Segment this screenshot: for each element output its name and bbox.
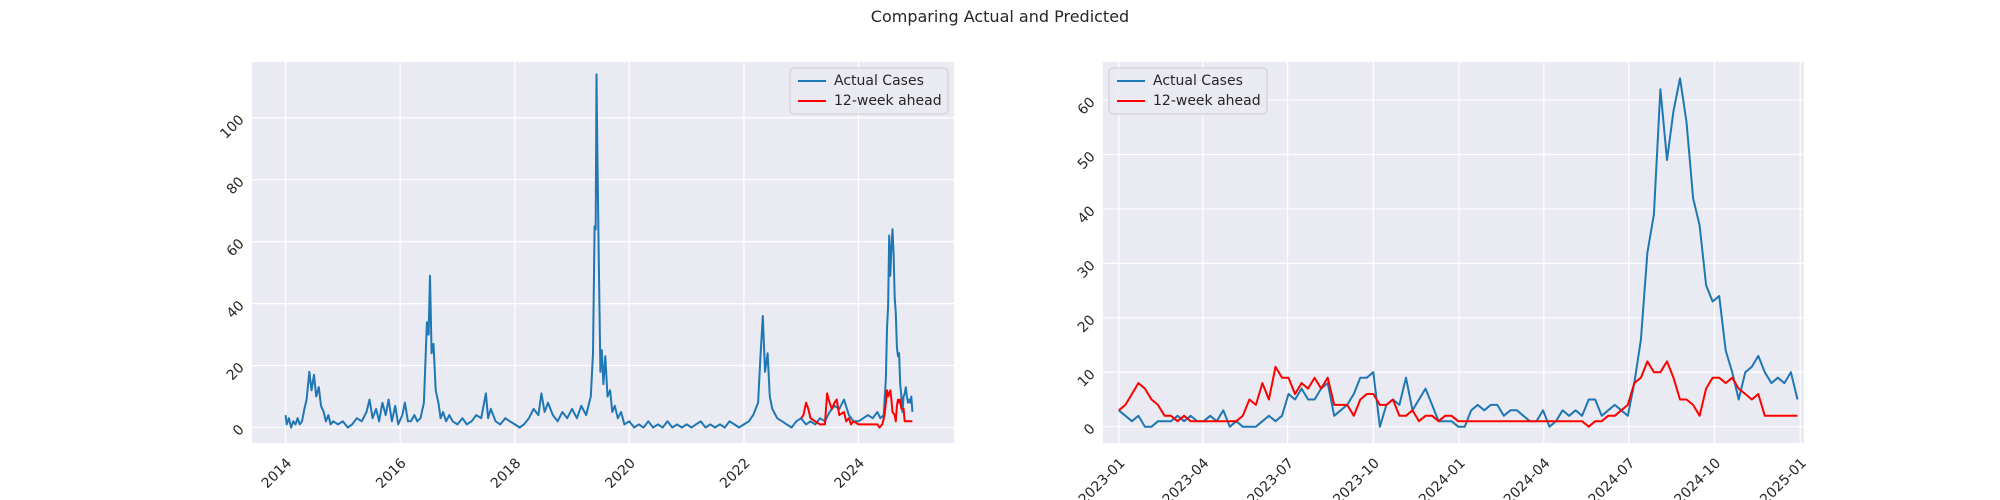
legend: Actual Cases 12-week ahead <box>789 67 949 115</box>
x-tick-label: 2023-10 <box>1330 455 1383 500</box>
x-tick-label: 2018 <box>488 455 525 492</box>
x-tick-label: 2023-07 <box>1245 455 1298 500</box>
series-line-predicted <box>1118 360 1798 428</box>
legend-box <box>789 67 949 115</box>
x-tick-label: 2020 <box>602 455 639 492</box>
legend-box <box>1108 67 1268 115</box>
x-tick-label: 2024-04 <box>1501 455 1554 500</box>
y-tick-label: 20 <box>224 360 248 384</box>
x-tick-label: 2025-01 <box>1757 455 1810 500</box>
x-tick-label: 2014 <box>259 455 296 492</box>
y-tick-label: 20 <box>1075 312 1099 336</box>
y-tick-label: 10 <box>1075 367 1099 391</box>
y-tick-label: 60 <box>224 236 248 260</box>
x-tick-label: 2023-01 <box>1076 455 1129 500</box>
y-tick-label: 60 <box>1075 94 1099 118</box>
y-tick-label: 0 <box>1081 421 1099 439</box>
legend: Actual Cases 12-week ahead <box>1108 67 1268 115</box>
right-chart: 2023-01 2023-04 2023-07 2023-10 2024-01 2024-… <box>1075 62 1810 500</box>
legend-label: Actual Cases <box>834 73 924 89</box>
y-tick-label: 50 <box>1075 149 1099 173</box>
y-tick-label: 100 <box>217 112 247 142</box>
plot-area <box>1103 62 1804 443</box>
x-tick-label: 2022 <box>717 455 754 492</box>
y-tick-label: 0 <box>230 422 248 440</box>
y-tick-label: 80 <box>224 174 248 198</box>
x-tick-label: 2023-04 <box>1160 455 1213 500</box>
y-tick-label: 40 <box>1075 203 1099 227</box>
left-chart: 2014 2016 2018 2020 2022 2024 0 20 40 60 80 100 Actu… <box>217 62 954 492</box>
legend-label: 12-week ahead <box>834 93 942 109</box>
y-tick-label: 40 <box>224 298 248 322</box>
x-tick-label: 2024 <box>832 455 869 492</box>
x-tick-label: 2024-07 <box>1586 455 1639 500</box>
series-line-predicted <box>800 389 913 429</box>
figure-title: Comparing Actual and Predicted <box>870 7 1130 26</box>
plot-area <box>252 62 954 443</box>
x-tick-label: 2016 <box>373 455 410 492</box>
series-line-actual <box>1118 77 1799 428</box>
x-tick-label: 2024-10 <box>1671 455 1724 500</box>
legend-label: 12-week ahead <box>1153 93 1261 109</box>
legend-label: Actual Cases <box>1153 73 1243 89</box>
y-tick-label: 30 <box>1075 258 1099 282</box>
x-tick-label: 2024-01 <box>1416 455 1469 500</box>
